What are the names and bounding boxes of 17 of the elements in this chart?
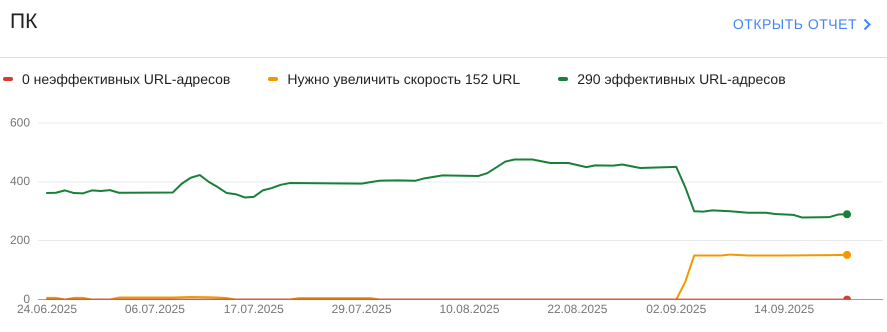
x-tick-label: 02.09.2025: [646, 302, 707, 316]
x-tick-label: 06.07.2025: [124, 302, 186, 316]
y-tick-label: 200: [10, 233, 30, 248]
x-tick-label: 14.09.2025: [754, 302, 814, 316]
x-tick-label: 29.07.2025: [332, 302, 392, 316]
y-tick-label: 400: [10, 174, 30, 188]
y-tick-label: 600: [10, 115, 30, 130]
text: ОТКРЫТЬ ОТЧЕТ: [732, 16, 857, 32]
legend-label: 290 эффективных URL-адресов: [577, 71, 786, 87]
chart-title: ПК: [10, 10, 38, 34]
legend-label: Нужно увеличить скорость 152 URL: [287, 71, 520, 87]
legend-label: 0 неэффективных URL-адресов: [22, 71, 230, 87]
x-tick-label: 10.08.2025: [439, 302, 500, 316]
point: [843, 210, 852, 218]
point: [843, 250, 852, 259]
x-tick-label: 22.08.2025: [547, 302, 608, 316]
x-tick-label: 17.07.2025: [224, 302, 284, 316]
